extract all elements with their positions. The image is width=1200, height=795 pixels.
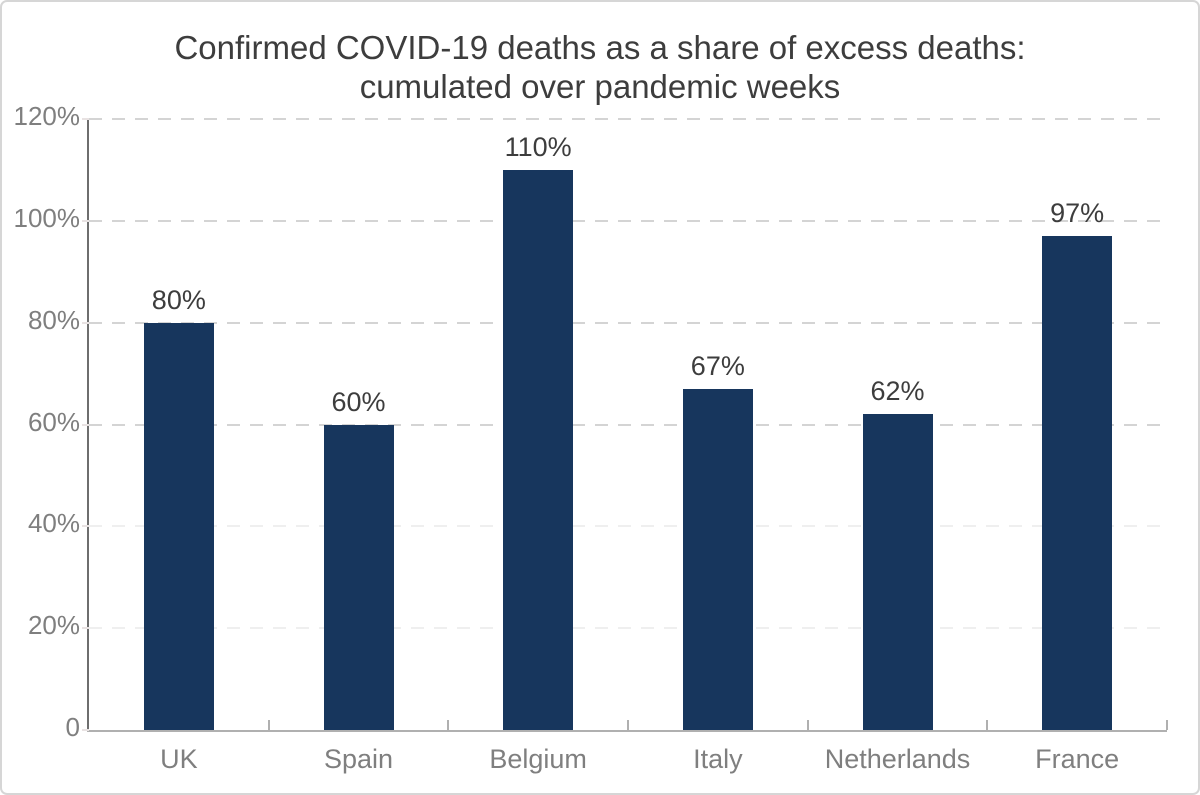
bar-value-label-uk: 80% <box>151 284 206 315</box>
x-axis-boundary-tick <box>447 720 450 730</box>
y-tick-label-60%: 60% <box>27 406 80 437</box>
x-label-france: France <box>1035 744 1120 774</box>
y-tick-label-40%: 40% <box>27 508 80 539</box>
chart-title: Confirmed COVID-19 deaths as a share of … <box>2 29 1198 107</box>
plot-area: 120% 100% 80% 60% 40% 20% 0 80% UK 60% Spain 110% Be… <box>14 101 1168 774</box>
x-label-spain: Spain <box>323 744 394 774</box>
y-tick-mark-20% <box>82 627 89 630</box>
bar-value-label-italy: 67% <box>690 350 745 381</box>
y-tick-label-20%: 20% <box>27 610 80 641</box>
bar-value-label-netherlands: 62% <box>870 376 925 407</box>
bar-value-label-spain: 60% <box>331 386 386 417</box>
chart-title-line-2: cumulated over pandemic weeks <box>359 67 841 105</box>
y-tick-label-0: 0 <box>65 712 80 742</box>
x-axis-boundary-tick <box>267 720 270 730</box>
bar-spain <box>323 424 394 730</box>
gridline-60% <box>89 423 1167 426</box>
x-label-uk: UK <box>160 744 198 774</box>
x-axis-boundary-tick <box>627 720 629 730</box>
y-tick-mark-120% <box>82 118 89 120</box>
y-tick-mark-0 <box>82 729 89 731</box>
x-label-italy: Italy <box>693 744 743 774</box>
y-tick-mark-40% <box>82 525 89 528</box>
y-tick-label-120%: 120% <box>13 101 81 131</box>
x-axis-line <box>87 730 1167 732</box>
y-tick-label-100%: 100% <box>13 202 81 233</box>
bar-belgium <box>503 169 574 730</box>
bar-netherlands <box>862 414 933 730</box>
bar-france <box>1042 236 1113 730</box>
gridline-120% <box>89 118 1167 120</box>
y-tick-mark-80% <box>82 321 89 324</box>
gridline-20% <box>89 627 1167 630</box>
gridline-100% <box>89 219 1167 222</box>
bar-value-label-france: 97% <box>1050 198 1105 229</box>
y-tick-label-80%: 80% <box>27 304 80 335</box>
x-axis-boundary-tick <box>986 720 989 730</box>
x-label-belgium: Belgium <box>489 744 587 774</box>
x-axis-boundary-tick <box>806 720 809 730</box>
x-axis-boundary-tick <box>1166 720 1168 730</box>
chart-title-line-1: Confirmed COVID-19 deaths as a share of … <box>174 29 1026 66</box>
y-tick-mark-60% <box>82 423 89 426</box>
bar-italy <box>682 388 753 730</box>
bar-uk <box>143 322 214 730</box>
gridline-40% <box>89 525 1167 528</box>
y-tick-mark-100% <box>82 219 89 222</box>
gridline-80% <box>89 321 1167 324</box>
x-label-netherlands: Netherlands <box>824 744 971 774</box>
bar-value-label-belgium: 110% <box>504 131 572 162</box>
